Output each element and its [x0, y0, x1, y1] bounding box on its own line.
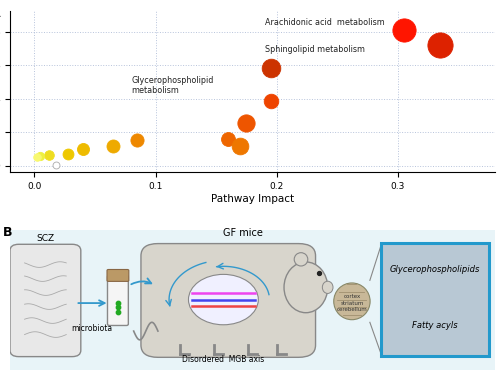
- Text: GF mice: GF mice: [223, 228, 262, 239]
- Point: [36, 153, 44, 159]
- Point: [242, 120, 250, 126]
- Circle shape: [188, 274, 258, 325]
- Text: microbiota: microbiota: [71, 324, 112, 333]
- Ellipse shape: [294, 253, 308, 266]
- Point: [64, 150, 72, 157]
- X-axis label: Pathway Impact: Pathway Impact: [211, 194, 294, 204]
- Ellipse shape: [322, 281, 333, 293]
- Point: [45, 152, 53, 158]
- Point: [134, 137, 141, 143]
- FancyBboxPatch shape: [107, 269, 129, 282]
- FancyBboxPatch shape: [5, 226, 500, 373]
- Text: SCZ: SCZ: [36, 234, 54, 243]
- FancyBboxPatch shape: [381, 243, 488, 356]
- Point: [32, 154, 40, 160]
- FancyBboxPatch shape: [108, 275, 128, 325]
- FancyBboxPatch shape: [141, 243, 316, 357]
- Point: [114, 300, 122, 306]
- Point: [109, 142, 117, 149]
- FancyBboxPatch shape: [10, 244, 81, 357]
- Text: Disordered  MGB axis: Disordered MGB axis: [182, 355, 264, 364]
- Point: [266, 64, 274, 70]
- Text: Sphingolipid metabolism: Sphingolipid metabolism: [264, 45, 364, 54]
- Point: [316, 270, 324, 276]
- Text: Fatty acyls: Fatty acyls: [412, 321, 458, 330]
- Point: [266, 98, 274, 104]
- Point: [436, 42, 444, 48]
- Point: [52, 162, 60, 168]
- Ellipse shape: [334, 283, 370, 320]
- Ellipse shape: [284, 262, 328, 313]
- Point: [224, 136, 232, 142]
- Point: [400, 27, 408, 33]
- Text: Glycerophospholipids: Glycerophospholipids: [390, 265, 480, 274]
- Point: [236, 142, 244, 149]
- Text: cortex
striatum
cerebellum: cortex striatum cerebellum: [336, 294, 368, 312]
- Text: Glycerophospholipid
metabolism: Glycerophospholipid metabolism: [131, 75, 214, 95]
- Text: Arachidonic acid  metabolism: Arachidonic acid metabolism: [264, 18, 384, 27]
- Text: B: B: [2, 226, 12, 239]
- Point: [114, 304, 122, 311]
- Point: [114, 309, 122, 315]
- Point: [79, 146, 87, 152]
